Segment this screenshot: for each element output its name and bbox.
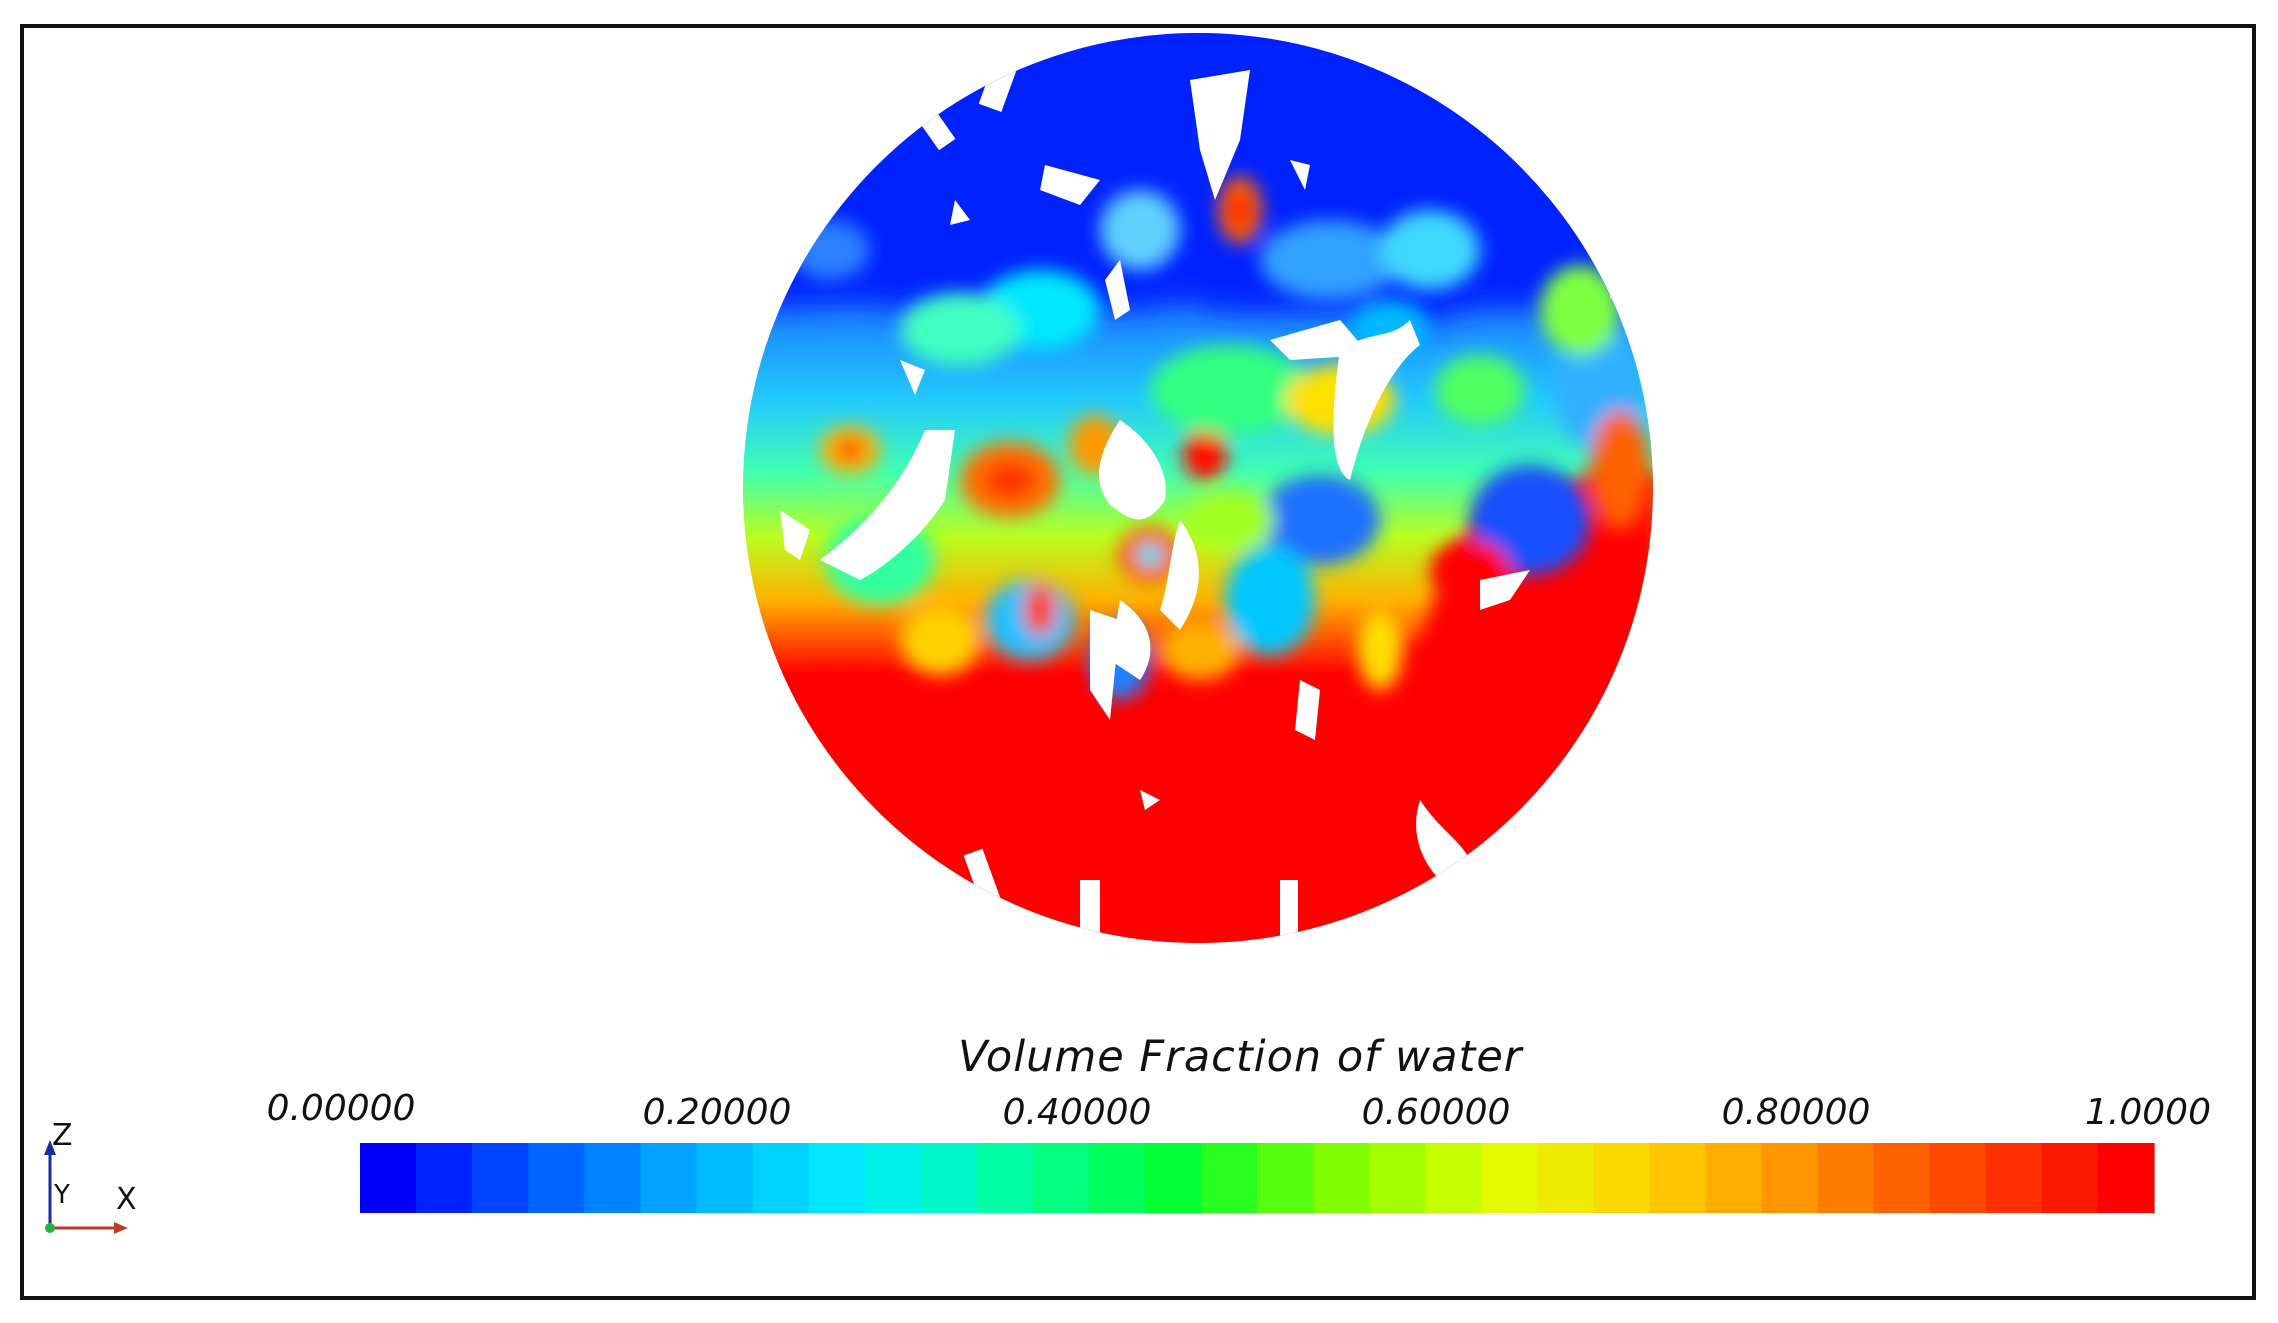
legend-band <box>864 1143 922 1213</box>
x-axis-arrow-icon <box>114 1222 128 1234</box>
legend-band <box>1705 1143 1763 1213</box>
legend-band <box>1649 1143 1707 1213</box>
legend-band <box>416 1143 473 1213</box>
color-legend-bar <box>360 1143 2155 1213</box>
legend-tick-label: 0.80000 <box>1721 1092 1871 1133</box>
legend-band <box>1088 1143 1146 1213</box>
legend-title: Volume Fraction of water <box>958 1032 1523 1082</box>
legend-band <box>2041 1143 2099 1213</box>
legend-band <box>1313 1143 1370 1213</box>
legend-band <box>584 1143 641 1213</box>
y-axis-dot-icon <box>45 1223 55 1233</box>
z-axis-arrow-icon <box>44 1140 56 1155</box>
triad-y-label: Y <box>54 1180 70 1210</box>
legend-band <box>976 1143 1034 1213</box>
legend-tick-label: 0.20000 <box>642 1092 792 1133</box>
legend-band <box>1873 1143 1931 1213</box>
legend-band <box>1537 1143 1594 1213</box>
legend-band <box>1144 1143 1202 1213</box>
legend-band <box>640 1143 697 1213</box>
legend-tick-label: 0.00000 <box>266 1088 416 1129</box>
volume-fraction-disc <box>743 33 1653 943</box>
legend-band <box>472 1143 529 1213</box>
pore-voids <box>780 70 1530 880</box>
legend-band <box>2097 1143 2155 1213</box>
legend-band <box>1481 1143 1538 1213</box>
legend-band <box>1929 1143 1987 1213</box>
legend-band <box>1032 1143 1090 1213</box>
legend-band <box>696 1143 754 1213</box>
legend-band <box>1817 1143 1875 1213</box>
triad-z-label: Z <box>52 1118 73 1153</box>
legend-band <box>1761 1143 1819 1213</box>
legend-band <box>1425 1143 1482 1213</box>
legend-band <box>360 1143 417 1213</box>
legend-tick-label: 0.60000 <box>1361 1092 1511 1133</box>
legend-band <box>1200 1143 1258 1213</box>
legend-band <box>528 1143 585 1213</box>
legend-band <box>1257 1143 1314 1213</box>
triad-x-label: X <box>116 1182 137 1217</box>
legend-band <box>1593 1143 1651 1213</box>
legend-band <box>920 1143 978 1213</box>
legend-tick-label: 1.0000 <box>2085 1092 2211 1133</box>
legend-band <box>1369 1143 1426 1213</box>
legend-band <box>1985 1143 2043 1213</box>
legend-band <box>752 1143 810 1213</box>
axis-triad <box>44 1140 128 1234</box>
legend-band <box>808 1143 866 1213</box>
legend-tick-label: 0.40000 <box>1002 1092 1152 1133</box>
